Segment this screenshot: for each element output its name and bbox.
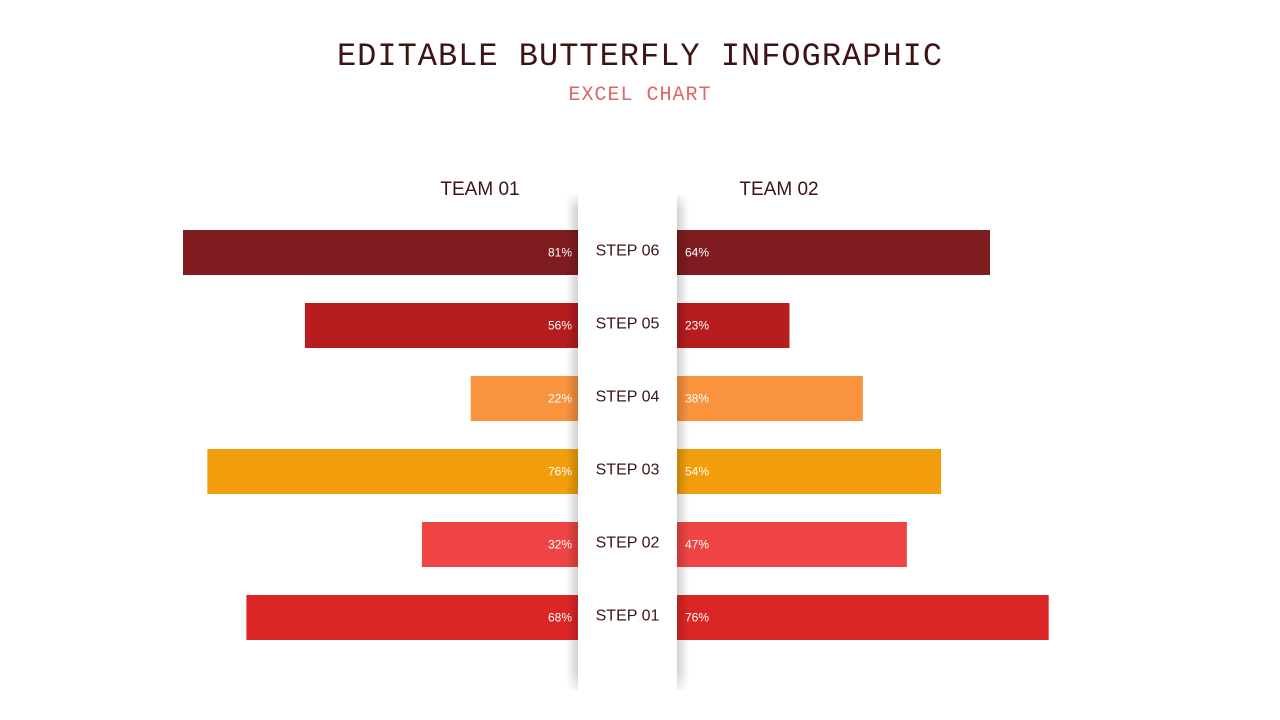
page-title: EDITABLE BUTTERFLY INFOGRAPHIC	[336, 38, 944, 75]
team-01-value-label: 81%	[548, 246, 572, 260]
center-fade-bottom	[560, 672, 700, 697]
team-01-value-label: 76%	[548, 465, 572, 479]
team-02-bar	[677, 595, 1049, 640]
team-02-value-label: 54%	[685, 465, 709, 479]
team-01-bar	[470, 376, 578, 421]
team-02-value-label: 76%	[685, 611, 709, 625]
step-label: STEP 06	[596, 243, 660, 260]
team-02-header: TEAM 02	[739, 179, 819, 200]
team-02-bar	[677, 522, 907, 567]
team-01-bar	[207, 449, 578, 494]
team-01-value-label: 68%	[548, 611, 572, 625]
team-02-value-label: 64%	[685, 246, 709, 260]
team-01-header: TEAM 01	[440, 179, 520, 200]
center-fade-top	[560, 190, 700, 210]
page-subtitle: EXCEL CHART	[568, 84, 712, 107]
team-01-bar	[246, 595, 578, 640]
center-shadow-right	[677, 195, 689, 690]
team-02-bar	[677, 230, 990, 275]
team-01-bar	[421, 522, 578, 567]
team-02-value-label: 47%	[685, 538, 709, 552]
team-02-value-label: 38%	[685, 392, 709, 406]
step-label: STEP 05	[596, 316, 660, 333]
team-02-bar	[677, 376, 863, 421]
team-01-bar	[183, 230, 578, 275]
center-steps-panel	[578, 195, 677, 690]
team-01-value-label: 32%	[548, 538, 572, 552]
team-02-bar	[677, 303, 790, 348]
step-label: STEP 03	[596, 462, 660, 479]
step-label: STEP 02	[596, 535, 660, 552]
step-label: STEP 04	[596, 389, 660, 406]
team-01-bar	[304, 303, 578, 348]
team-01-value-label: 22%	[548, 392, 572, 406]
team-01-value-label: 56%	[548, 319, 572, 333]
team-02-value-label: 23%	[685, 319, 709, 333]
team-02-bar	[677, 449, 942, 494]
step-label: STEP 01	[596, 608, 660, 625]
center-shadow-left	[566, 195, 578, 690]
